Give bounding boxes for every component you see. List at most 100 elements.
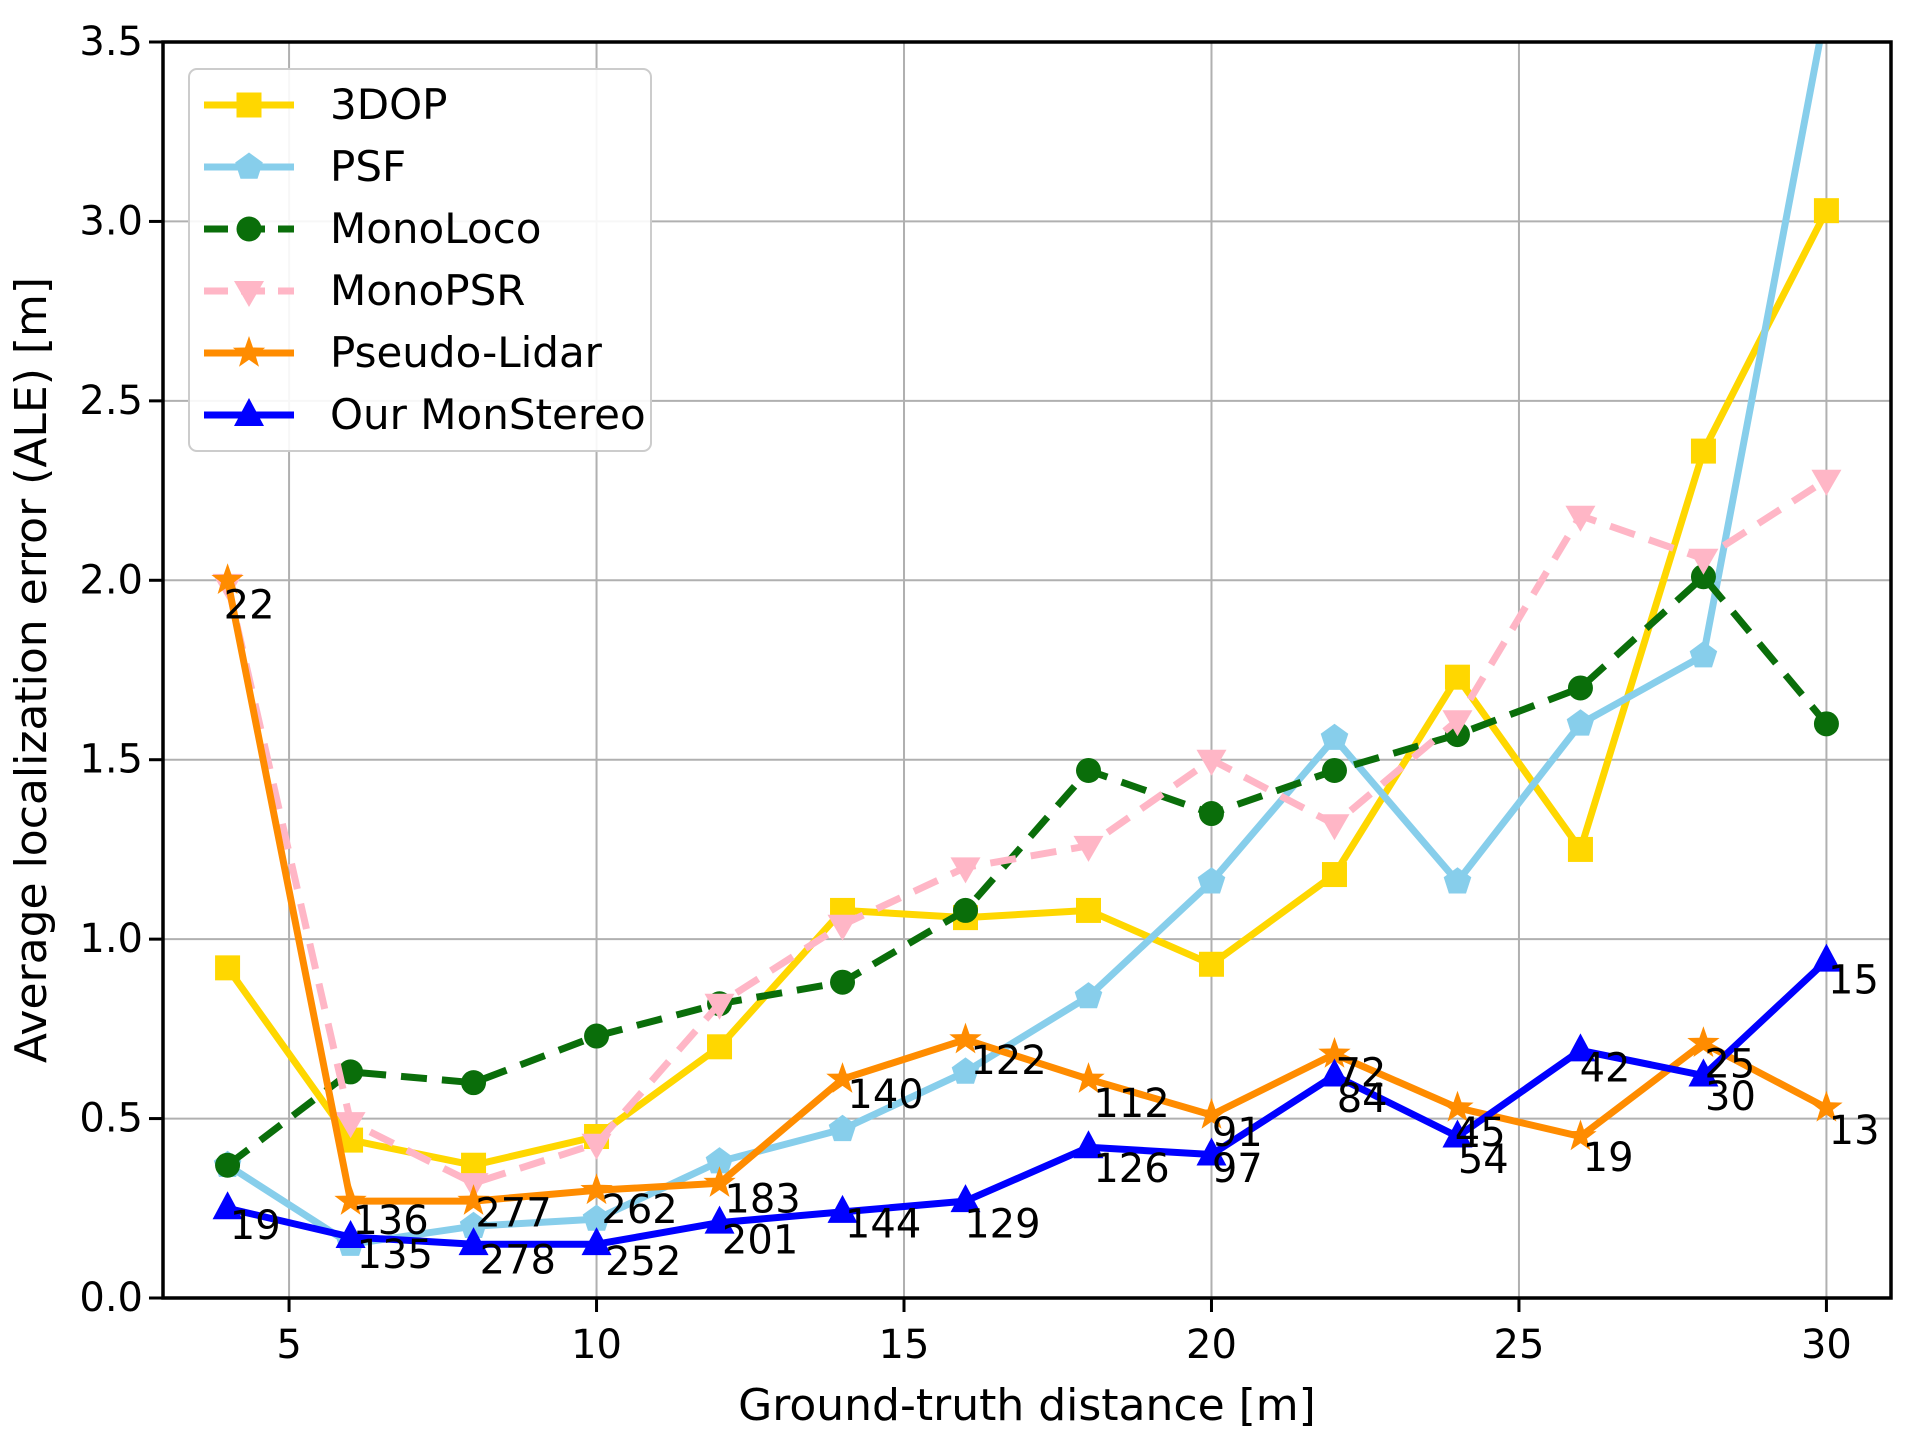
series-monoloco xyxy=(215,564,1839,1178)
annotation-label: 25 xyxy=(1704,1042,1755,1088)
annotation-label: 126 xyxy=(1093,1146,1169,1192)
data-point-pseudo-lidar xyxy=(826,1062,859,1093)
data-point-monopsr xyxy=(1442,710,1473,737)
y-axis-label: Average localization error (ALE) [m] xyxy=(6,277,57,1063)
series-line-monoloco xyxy=(225,573,1830,1168)
legend-item-monopsr: MonoPSR xyxy=(202,261,650,321)
annotation-label: 54 xyxy=(1458,1137,1509,1183)
data-point-monoloco xyxy=(1321,757,1347,783)
data-point-psf xyxy=(1074,982,1103,1009)
x-tick-label: 15 xyxy=(879,1322,930,1368)
data-point-monoloco xyxy=(953,897,979,923)
data-point-monopsr xyxy=(827,914,858,941)
data-point-monopsr xyxy=(1565,505,1596,532)
annotation-label: 42 xyxy=(1580,1045,1631,1091)
annotation-label: 19 xyxy=(1583,1135,1634,1181)
legend-sample-marker xyxy=(234,281,264,307)
data-point-monoloco xyxy=(215,1152,241,1178)
series-our-monstereo xyxy=(212,943,1842,1256)
data-point-3dop xyxy=(1321,862,1347,888)
data-point-monopsr xyxy=(1196,749,1227,776)
data-point-monoloco xyxy=(1075,757,1101,783)
annotation-label: 97 xyxy=(1212,1146,1263,1192)
legend-item-pseudo-lidar: Pseudo-Lidar xyxy=(202,323,650,383)
annotation-label: 252 xyxy=(605,1239,681,1285)
data-point-monopsr xyxy=(1073,835,1104,862)
annotation-label: 30 xyxy=(1705,1074,1756,1120)
annotation-label: 91 xyxy=(1212,1110,1263,1156)
our-monstereo-line-sample-icon xyxy=(204,398,294,426)
data-point-monopsr xyxy=(950,857,981,884)
legend-label-pseudo-lidar: Pseudo-Lidar xyxy=(330,328,602,377)
y-tick-label: 2.0 xyxy=(79,557,143,603)
data-point-pseudo-lidar xyxy=(1072,1062,1105,1093)
data-point-pseudo-lidar xyxy=(1318,1037,1351,1068)
data-point-psf xyxy=(1566,709,1595,736)
data-point-our-monstereo xyxy=(1073,1130,1104,1159)
legend-item-our-monstereo: Our MonStereo xyxy=(202,385,650,445)
data-point-pseudo-lidar xyxy=(334,1184,367,1215)
data-point-monopsr xyxy=(1319,814,1350,841)
y-tick-label: 0.5 xyxy=(79,1096,143,1142)
annotation-label: 13 xyxy=(1829,1108,1880,1154)
y-tick-label: 1.5 xyxy=(79,737,143,783)
data-point-monoloco xyxy=(461,1070,487,1096)
data-point-monoloco xyxy=(1813,711,1839,737)
annotation-label: 136 xyxy=(352,1198,428,1244)
data-point-our-monstereo xyxy=(335,1219,366,1248)
series-line-3dop xyxy=(224,209,1830,1169)
annotation-label: 129 xyxy=(964,1201,1040,1247)
data-point-pseudo-lidar xyxy=(1687,1026,1720,1057)
annotation-label: 278 xyxy=(480,1237,556,1283)
x-tick-label: 5 xyxy=(276,1322,301,1368)
legend-label-psf: PSF xyxy=(330,142,407,191)
annotation-label: 122 xyxy=(970,1038,1046,1084)
plot-area xyxy=(211,42,1843,1256)
data-point-pseudo-lidar xyxy=(703,1166,736,1197)
data-point-pseudo-lidar xyxy=(580,1173,613,1205)
y-tick-label: 3.0 xyxy=(79,198,143,244)
annotation-label: 22 xyxy=(224,582,275,628)
data-point-our-monstereo xyxy=(581,1227,612,1256)
legend: 3DOP PSF MonoLoco MonoPSR Pseudo-Lidar O… xyxy=(188,68,652,452)
data-point-3dop xyxy=(1198,951,1224,977)
legend-item-psf: PSF xyxy=(202,137,650,197)
x-tick-label: 20 xyxy=(1186,1322,1237,1368)
annotation-label: 45 xyxy=(1455,1110,1506,1156)
tick-labels: 5 10 15 20 25 300.00.51.01.52.02.53.03.5 xyxy=(79,19,1852,1368)
x-tick-label: 10 xyxy=(571,1322,622,1368)
data-point-psf xyxy=(828,1114,857,1142)
data-point-our-monstereo xyxy=(1688,1058,1719,1087)
annotation-label: 112 xyxy=(1093,1081,1169,1127)
data-point-pseudo-lidar xyxy=(211,563,244,594)
y-tick-label: 1.0 xyxy=(79,916,143,962)
data-point-monoloco xyxy=(1198,801,1224,827)
data-point-3dop xyxy=(1075,897,1101,923)
data-point-psf xyxy=(1689,641,1718,668)
data-point-pseudo-lidar xyxy=(949,1022,982,1054)
annotation-label: 144 xyxy=(845,1201,921,1247)
data-point-psf xyxy=(582,1204,611,1231)
legend-sample-marker xyxy=(232,336,266,367)
legend-sample-marker xyxy=(236,216,262,242)
annotation-label: 262 xyxy=(601,1187,677,1233)
series-line-our-monstereo xyxy=(226,958,1829,1248)
y-tick-label: 2.5 xyxy=(79,378,143,424)
legend-label-3dop: 3DOP xyxy=(330,80,448,129)
legend-label-monopsr: MonoPSR xyxy=(330,266,526,315)
data-point-our-monstereo xyxy=(1196,1137,1227,1166)
legend-item-monoloco: MonoLoco xyxy=(202,199,650,259)
data-point-monopsr xyxy=(1811,469,1842,496)
series-pseudo-lidar xyxy=(211,563,1843,1215)
data-point-psf xyxy=(705,1147,734,1174)
data-point-pseudo-lidar xyxy=(457,1184,490,1215)
data-point-pseudo-lidar xyxy=(1564,1119,1597,1151)
data-point-3dop xyxy=(1690,438,1716,464)
data-point-pseudo-lidar xyxy=(1810,1090,1843,1122)
data-point-monopsr xyxy=(581,1133,612,1160)
x-tick-label: 25 xyxy=(1494,1322,1545,1368)
data-point-3dop xyxy=(1567,836,1593,862)
data-point-monoloco xyxy=(1690,564,1716,590)
monopsr-line-sample-icon xyxy=(204,281,294,307)
data-point-3dop xyxy=(707,1034,733,1060)
